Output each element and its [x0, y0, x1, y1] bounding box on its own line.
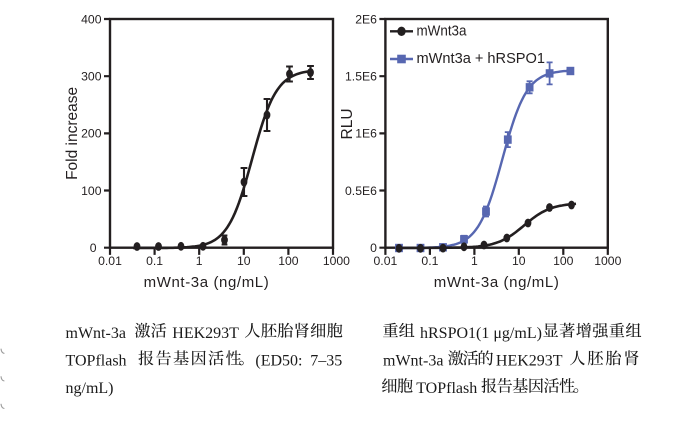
- svg-text:TOPflash: TOPflash: [416, 380, 477, 397]
- svg-text:0.01: 0.01: [98, 254, 122, 268]
- svg-text:2E6: 2E6: [355, 12, 377, 26]
- svg-text:0.1: 0.1: [421, 254, 438, 268]
- svg-text:1E6: 1E6: [355, 127, 377, 141]
- svg-text:mWnt3a: mWnt3a: [417, 22, 468, 39]
- svg-text:(ED50:: (ED50:: [255, 353, 302, 370]
- svg-text:10: 10: [237, 254, 251, 268]
- svg-text:7–35: 7–35: [310, 353, 342, 370]
- svg-text:1000: 1000: [323, 254, 350, 268]
- svg-text:300: 300: [81, 70, 102, 84]
- svg-text:hRSPO1(1 μg/mL): hRSPO1(1 μg/mL): [420, 325, 542, 342]
- svg-text:Fold increase: Fold increase: [64, 87, 81, 180]
- svg-text:0: 0: [90, 241, 97, 255]
- svg-text:100: 100: [553, 254, 574, 268]
- svg-text:RLU: RLU: [339, 108, 356, 139]
- svg-text:100: 100: [278, 254, 299, 268]
- svg-text:1: 1: [471, 254, 478, 268]
- svg-text:mWnt-3a (ng/mL): mWnt-3a (ng/mL): [144, 274, 270, 291]
- svg-text:200: 200: [81, 127, 102, 141]
- svg-text:0.1: 0.1: [146, 254, 163, 268]
- svg-text:0: 0: [370, 241, 377, 255]
- svg-text:0.5E6: 0.5E6: [345, 184, 377, 198]
- svg-text:mWnt-3a: mWnt-3a: [383, 353, 443, 370]
- svg-text:mWnt-3a (ng/mL): mWnt-3a (ng/mL): [434, 274, 560, 291]
- svg-text:mWnt3a + hRSPO1: mWnt3a + hRSPO1: [417, 50, 546, 67]
- svg-text:HEK293T: HEK293T: [172, 325, 239, 342]
- svg-text:HEK293T: HEK293T: [496, 353, 563, 370]
- svg-text:1.5E6: 1.5E6: [345, 70, 377, 84]
- svg-text:ng/mL): ng/mL): [66, 380, 114, 397]
- svg-text:0.01: 0.01: [374, 254, 398, 268]
- svg-text:mWnt-3a: mWnt-3a: [66, 325, 126, 342]
- svg-text:400: 400: [81, 12, 102, 26]
- svg-text:100: 100: [81, 184, 102, 198]
- svg-text:10: 10: [512, 254, 526, 268]
- svg-text:1: 1: [196, 254, 203, 268]
- svg-text:1000: 1000: [594, 254, 621, 268]
- svg-text:TOPflash: TOPflash: [66, 353, 127, 370]
